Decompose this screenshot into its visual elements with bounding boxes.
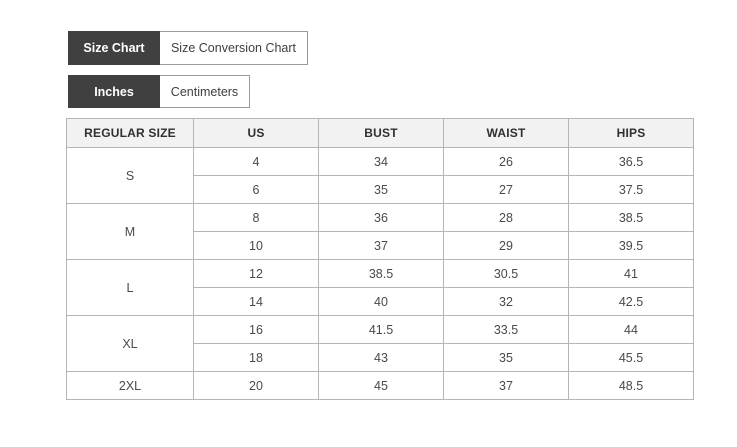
table-cell: 41.5 <box>318 315 444 344</box>
table-row: XL 16 41.5 33.5 44 <box>66 315 694 372</box>
chart-type-tabs: Size Chart Size Conversion Chart <box>68 31 737 65</box>
table-cell: 44 <box>568 315 694 344</box>
table-cell: 30.5 <box>443 259 569 288</box>
table-row: 10 37 29 39.5 <box>67 231 694 260</box>
table-cell: 32 <box>443 287 569 316</box>
table-cell: 14 <box>193 287 319 316</box>
size-group-cell: XL <box>66 315 194 372</box>
table-cell: 37 <box>443 371 569 400</box>
size-table-body: S 4 34 26 36.5 6 35 27 37.5 M 8 36 28 38.5 10 37 29 39.5 L… <box>66 147 694 400</box>
column-header-bust: BUST <box>318 118 444 148</box>
size-table: REGULAR SIZE US BUST WAIST HIPS S 4 34 26 36… <box>66 118 694 400</box>
header-row: REGULAR SIZE US BUST WAIST HIPS <box>66 118 694 148</box>
table-cell: 45.5 <box>568 343 694 372</box>
table-cell: 4 <box>193 147 319 176</box>
table-cell: 20 <box>193 371 319 400</box>
column-header-us: US <box>193 118 319 148</box>
size-table-header: REGULAR SIZE US BUST WAIST HIPS <box>66 118 694 148</box>
table-cell: 28 <box>443 203 569 232</box>
size-group-cell: M <box>66 203 194 260</box>
table-cell: 40 <box>318 287 444 316</box>
size-group-cell: S <box>66 147 194 204</box>
size-group-cell: 2XL <box>66 371 194 400</box>
table-row: L 12 38.5 30.5 41 <box>66 259 694 316</box>
table-row: 2XL 20 45 37 48.5 <box>66 371 694 400</box>
column-header-regular-size: REGULAR SIZE <box>66 118 194 148</box>
table-cell: 26 <box>443 147 569 176</box>
tab-inches[interactable]: Inches <box>68 75 160 108</box>
table-cell: 48.5 <box>568 371 694 400</box>
table-row: 14 40 32 42.5 <box>67 287 694 316</box>
table-cell: 36.5 <box>568 147 694 176</box>
column-header-hips: HIPS <box>568 118 694 148</box>
table-cell: 16 <box>193 315 319 344</box>
table-cell: 33.5 <box>443 315 569 344</box>
table-cell: 35 <box>443 343 569 372</box>
table-cell: 34 <box>318 147 444 176</box>
table-cell: 12 <box>193 259 319 288</box>
size-group-cell: L <box>66 259 194 316</box>
table-cell: 35 <box>318 175 444 204</box>
tab-size-chart[interactable]: Size Chart <box>68 31 160 65</box>
table-cell: 45 <box>318 371 444 400</box>
table-cell: 27 <box>443 175 569 204</box>
table-row: M 8 36 28 38.5 <box>66 203 694 260</box>
table-cell: 37.5 <box>568 175 694 204</box>
table-cell: 38.5 <box>568 203 694 232</box>
table-cell: 42.5 <box>568 287 694 316</box>
table-cell: 37 <box>318 231 444 260</box>
table-cell: 29 <box>443 231 569 260</box>
table-cell: 10 <box>193 231 319 260</box>
table-cell: 39.5 <box>568 231 694 260</box>
table-cell: 38.5 <box>318 259 444 288</box>
table-cell: 6 <box>193 175 319 204</box>
column-header-waist: WAIST <box>443 118 569 148</box>
table-cell: 8 <box>193 203 319 232</box>
tab-centimeters[interactable]: Centimeters <box>160 75 250 108</box>
table-cell: 36 <box>318 203 444 232</box>
table-row: S 4 34 26 36.5 <box>66 147 694 204</box>
table-cell: 18 <box>193 343 319 372</box>
table-cell: 41 <box>568 259 694 288</box>
tab-size-conversion-chart[interactable]: Size Conversion Chart <box>160 31 308 65</box>
table-cell: 43 <box>318 343 444 372</box>
unit-tabs: Inches Centimeters <box>68 75 737 108</box>
